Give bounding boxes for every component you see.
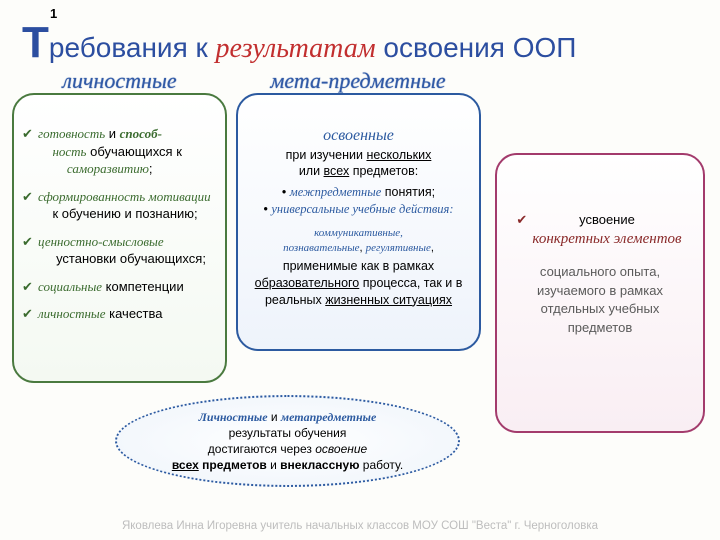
t: межпредметные [290, 185, 382, 199]
t: ность [52, 144, 86, 159]
meta-content: освоенные при изучении нескольких или вс… [248, 125, 469, 308]
title-part1: ребования к [49, 32, 216, 63]
t: универсальные учебные действия: [271, 202, 453, 216]
t: Личностные [199, 410, 268, 424]
t: усвоение [579, 212, 635, 227]
t: применимые как в рамках [283, 259, 434, 273]
t: к обучению и познанию; [49, 206, 198, 221]
credit-line: Яковлева Инна Игоревна учитель начальных… [0, 520, 720, 532]
personal-list: готовность и способ- ность обучающихся к… [24, 125, 215, 323]
t: познавательные [283, 242, 359, 254]
t: социальные [38, 279, 102, 294]
list-item: личностные качества [24, 305, 215, 323]
subject-content: усвоение конкретных элементов социальног… [507, 163, 693, 338]
t: работу. [359, 458, 403, 472]
t: компетенции [102, 279, 184, 294]
t: регулятивные [366, 242, 431, 254]
list-item: социальные компетенции [24, 278, 215, 296]
t: и [268, 410, 281, 424]
title-emphasis: результатам [216, 33, 376, 64]
t: внеклассную [280, 458, 359, 472]
t: жизненных ситуациях [325, 293, 452, 307]
t: установки обучающихся; [52, 251, 206, 266]
t: готовность [38, 126, 105, 141]
header-mid: мета-предметные [238, 68, 478, 94]
t: обучающихся к [86, 144, 181, 159]
t: ценностно-смысловые [38, 234, 164, 249]
t: конкретных элементов [532, 231, 681, 247]
title-big-t: Т [22, 18, 49, 67]
list-item: готовность и способ- ность обучающихся к… [24, 125, 215, 178]
t: и [267, 458, 280, 472]
t: сформированность мотивации [38, 189, 211, 204]
t: социального опыта, изучаемого в рамках о… [507, 263, 693, 338]
t: , [431, 242, 434, 254]
list-item: межпредметные понятия; [248, 184, 469, 201]
t: результаты обучения [143, 425, 432, 441]
t: саморазвитию [67, 161, 149, 176]
box-personal: готовность и способ- ность обучающихся к… [12, 93, 227, 383]
t: ; [149, 161, 153, 176]
t: освоение [315, 442, 367, 456]
t: и [105, 126, 120, 141]
t: при изучении [286, 148, 367, 162]
list-item: усвоение конкретных элементов [518, 211, 681, 249]
header-left: личностные [22, 68, 217, 94]
t: понятия; [381, 185, 435, 199]
list-item: ценностно-смысловые установки обучающихс… [24, 233, 215, 268]
box-subject: усвоение конкретных элементов социальног… [495, 153, 705, 433]
t: освоенные [323, 127, 394, 144]
box-meta: освоенные при изучении нескольких или вс… [236, 93, 481, 351]
t: всех [172, 458, 199, 472]
footer-oval: Личностные и метапредметные результаты о… [115, 395, 460, 487]
t: коммуникативные, [314, 227, 403, 239]
list-item: универсальные учебные действия: [248, 201, 469, 218]
list-item: сформированность мотивации к обучению и … [24, 188, 215, 223]
t: всех [324, 164, 350, 178]
title-part2: освоения ООП [376, 32, 577, 63]
t: или [299, 164, 324, 178]
t: личностные [38, 306, 106, 321]
t: метапредметные [281, 410, 376, 424]
t: нескольких [366, 148, 431, 162]
t: качества [106, 306, 163, 321]
t: предметов [202, 458, 267, 472]
t: достигаются через [208, 442, 315, 456]
t: образовательного [255, 276, 360, 290]
slide-title: Требования к результатам освоения ООП [22, 18, 576, 68]
t: способ- [120, 126, 162, 141]
t: предметов: [349, 164, 418, 178]
